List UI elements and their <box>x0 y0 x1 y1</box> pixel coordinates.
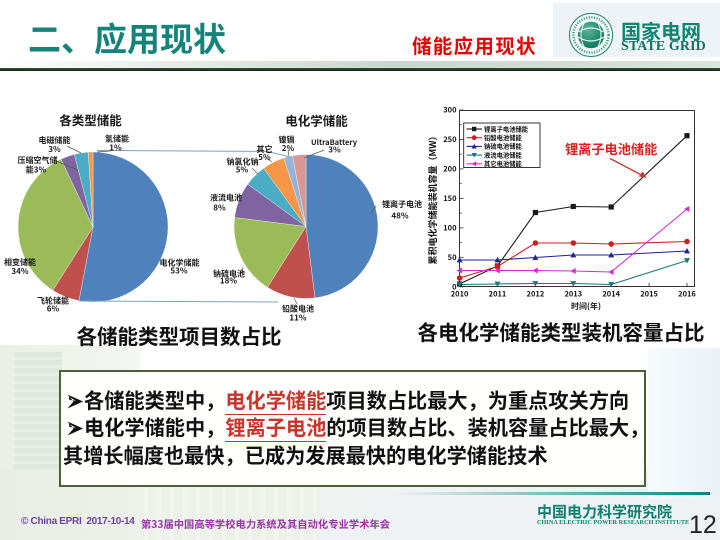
svg-text:2015: 2015 <box>640 289 658 300</box>
svg-text:50: 50 <box>448 252 457 263</box>
svg-text:氢储能: 氢储能 <box>105 134 129 145</box>
svg-text:8%: 8% <box>213 203 226 214</box>
svg-text:300: 300 <box>443 105 457 116</box>
svg-text:铅酸电池: 铅酸电池 <box>282 304 314 315</box>
svg-text:铅酸电池储能: 铅酸电池储能 <box>484 133 522 142</box>
svg-text:11%: 11% <box>289 313 306 324</box>
svg-text:锂离子电池储能: 锂离子电池储能 <box>565 139 657 158</box>
svg-text:2012: 2012 <box>527 289 545 300</box>
svg-text:各电化学储能类型装机容量占比: 各电化学储能类型装机容量占比 <box>418 316 705 346</box>
svg-text:电化学储能: 电化学储能 <box>160 258 200 269</box>
svg-text:钠氯化钠: 钠氯化钠 <box>227 157 259 168</box>
svg-text:3%: 3% <box>48 144 61 155</box>
svg-text:压缩空气储: 压缩空气储 <box>18 155 58 166</box>
svg-text:5%: 5% <box>236 165 249 176</box>
svg-text:53%: 53% <box>170 266 187 277</box>
svg-text:时间(年): 时间(年) <box>571 301 601 312</box>
svg-text:2011: 2011 <box>489 289 507 300</box>
svg-text:锂离子电池储能: 锂离子电池储能 <box>484 124 529 133</box>
svg-text:18%: 18% <box>220 276 237 287</box>
svg-text:锂离子电池: 锂离子电池 <box>382 199 422 210</box>
svg-text:150: 150 <box>443 193 457 204</box>
svg-text:镍镉: 镍镉 <box>279 135 295 146</box>
svg-text:钠硫电池: 钠硫电池 <box>213 269 245 280</box>
svg-text:各储能类型项目数占比: 各储能类型项目数占比 <box>77 320 282 350</box>
svg-text:电磁储能: 电磁储能 <box>39 135 71 146</box>
svg-text:相变储能: 相变储能 <box>4 257 36 268</box>
svg-text:液流电池储能: 液流电池储能 <box>484 150 522 159</box>
svg-text:飞轮储能: 飞轮储能 <box>37 296 69 307</box>
svg-text:34%: 34% <box>11 266 28 277</box>
svg-text:100: 100 <box>443 222 457 233</box>
svg-text:2010: 2010 <box>451 289 469 300</box>
svg-text:2013: 2013 <box>564 289 582 300</box>
svg-text:2016: 2016 <box>678 289 696 300</box>
svg-text:2%: 2% <box>282 143 295 154</box>
svg-text:其它电池储能: 其它电池储能 <box>484 159 522 168</box>
svg-text:液流电池: 液流电池 <box>210 193 242 204</box>
svg-text:250: 250 <box>443 134 457 145</box>
svg-text:2014: 2014 <box>602 289 620 300</box>
svg-text:各类型储能: 各类型储能 <box>59 110 122 129</box>
svg-text:5%: 5% <box>258 152 271 163</box>
svg-text:6%: 6% <box>47 304 60 315</box>
svg-text:累积电化学储能装机容量（MW）: 累积电化学储能装机容量（MW） <box>426 132 439 265</box>
svg-text:1%: 1% <box>109 143 122 154</box>
svg-text:其它: 其它 <box>257 144 273 155</box>
svg-text:能3%: 能3% <box>26 165 47 176</box>
svg-text:UltraBattery: UltraBattery <box>311 137 358 148</box>
svg-text:200: 200 <box>443 164 457 175</box>
svg-text:3%: 3% <box>328 145 341 156</box>
svg-text:0: 0 <box>452 281 457 292</box>
svg-text:电化学储能: 电化学储能 <box>285 111 348 130</box>
svg-text:48%: 48% <box>391 211 408 222</box>
svg-text:钠硫电池储能: 钠硫电池储能 <box>484 142 522 151</box>
